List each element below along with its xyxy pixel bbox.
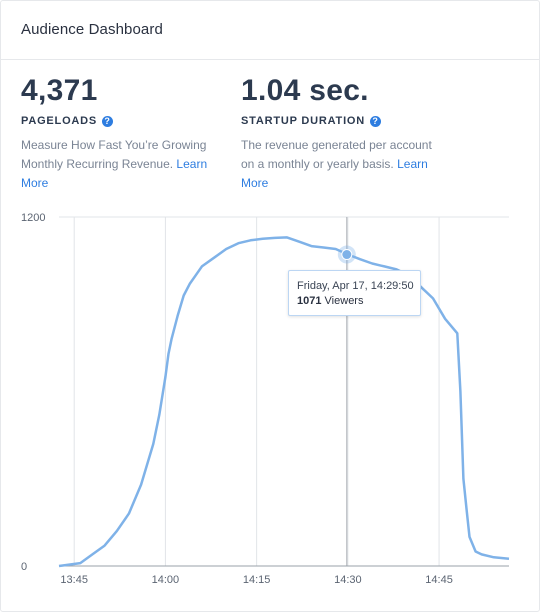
card-header: Audience Dashboard xyxy=(1,1,539,60)
viewers-line-chart[interactable]: 1200 0 13:45 14:00 14:15 14:30 14:45 xyxy=(1,201,539,601)
chart-tooltip: Friday, Apr 17, 14:29:50 1071 Viewers xyxy=(288,270,421,316)
startup-duration-learn-more-link[interactable]: Learn More xyxy=(241,157,428,190)
startup-duration-description-text: The revenue generated per account on a m… xyxy=(241,138,432,171)
tooltip-date: Friday, Apr 17, 14:29:50 xyxy=(297,280,414,292)
tooltip-value-row: 1071 Viewers xyxy=(297,295,363,307)
startup-duration-description: The revenue generated per account on a m… xyxy=(241,136,441,193)
startup-duration-metric: 1.04 sec. STARTUP DURATION ? The revenue… xyxy=(241,73,441,193)
y-tick-label: 0 xyxy=(21,561,27,573)
pageloads-description: Measure How Fast You’re Growing Monthly … xyxy=(21,136,221,193)
startup-duration-value: 1.04 sec. xyxy=(241,74,369,107)
pageloads-label-row: PAGELOADS ? xyxy=(21,115,221,127)
help-icon[interactable]: ? xyxy=(102,115,114,127)
startup-duration-label: STARTUP DURATION xyxy=(241,115,366,127)
pageloads-learn-more-link[interactable]: Learn More xyxy=(21,157,208,190)
startup-duration-label-row: STARTUP DURATION ? xyxy=(241,115,441,127)
help-icon[interactable]: ? xyxy=(370,115,382,127)
pageloads-label: PAGELOADS xyxy=(21,115,98,127)
x-tick-label: 14:30 xyxy=(334,574,362,586)
viewers-series-line xyxy=(58,236,510,568)
x-tick-label: 14:15 xyxy=(243,574,271,586)
tooltip-unit: Viewers xyxy=(324,295,364,307)
x-tick-label: 13:45 xyxy=(60,574,88,586)
page-title: Audience Dashboard xyxy=(21,21,163,38)
tooltip-value: 1071 xyxy=(297,295,322,307)
x-tick-label: 14:45 xyxy=(425,574,453,586)
pageloads-description-text: Measure How Fast You’re Growing Monthly … xyxy=(21,138,207,171)
highlight-point[interactable] xyxy=(341,249,353,261)
pageloads-metric: 4,371 PAGELOADS ? Measure How Fast You’r… xyxy=(21,73,221,193)
x-tick-label: 14:00 xyxy=(152,574,180,586)
pageloads-value: 4,371 xyxy=(21,74,98,107)
y-tick-label: 1200 xyxy=(21,212,45,224)
